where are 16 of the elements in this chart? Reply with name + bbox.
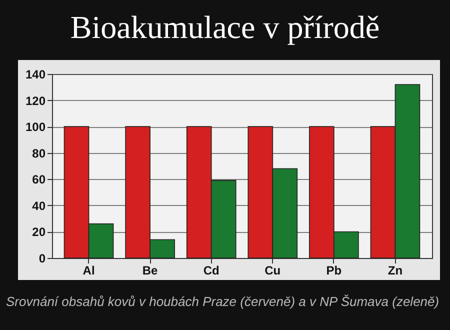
x-tick-label: Al <box>82 264 95 278</box>
x-tick-label: Cu <box>264 264 281 278</box>
x-tick-label: Zn <box>388 264 403 278</box>
x-tick-label: Cd <box>203 264 220 278</box>
text: Srovnání obsahů kovů v houbách Praze (červeně) a v NP Šumava (zeleně) <box>5 293 440 309</box>
y-tick-label: 0 <box>38 252 46 266</box>
x-tick-label: Be <box>142 264 158 278</box>
y-tick-label: 60 <box>32 172 46 187</box>
y-tick-label: 20 <box>32 225 46 240</box>
y-tick-label: 80 <box>32 146 46 160</box>
y-tick-label: 40 <box>32 198 46 213</box>
x-tick-label: Pb <box>326 264 342 278</box>
y-tick-label: 140 <box>25 68 46 82</box>
y-tick-label: 100 <box>25 120 46 134</box>
y-tick-label: 120 <box>25 94 46 108</box>
chart-title: Bioakumulace v přírodě <box>69 8 381 47</box>
